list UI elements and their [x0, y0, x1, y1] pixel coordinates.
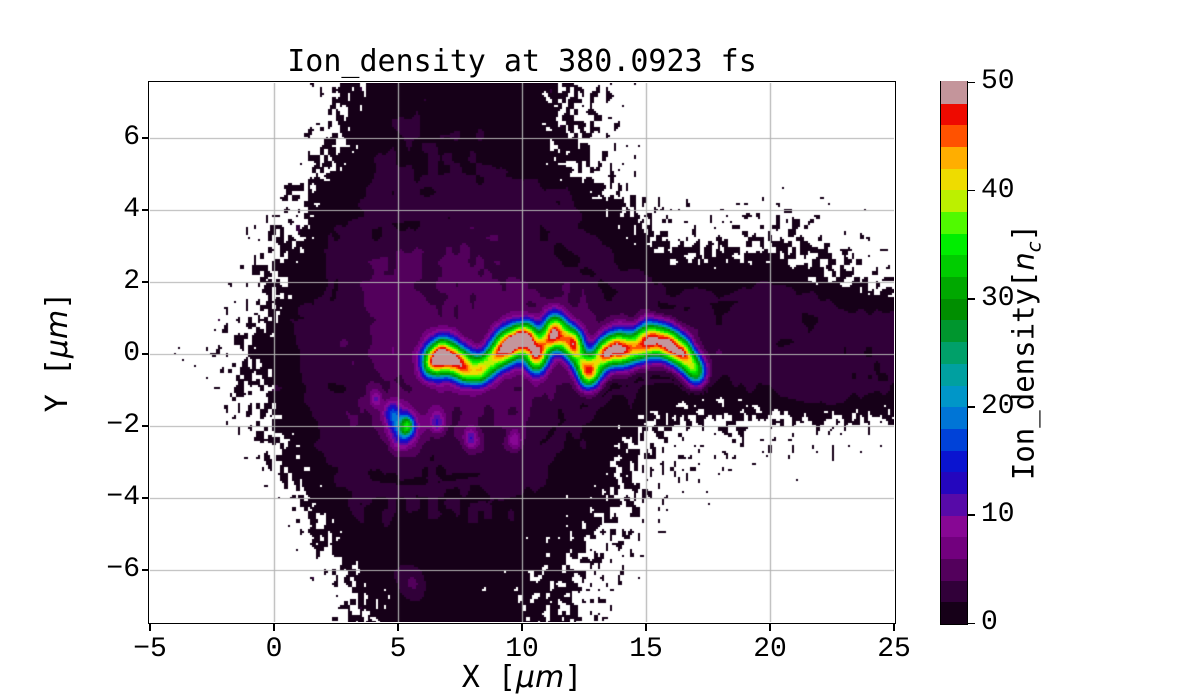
colorbar-label-close: ] — [1006, 223, 1041, 242]
colorbar-tick-label: 50 — [981, 66, 1015, 98]
colorbar-band — [941, 276, 967, 299]
colorbar — [940, 80, 968, 625]
colorbar-tick-mark — [968, 406, 975, 408]
colorbar-band — [941, 167, 967, 191]
colorbar-label-var: n — [1006, 252, 1041, 271]
x-tick-label: 0 — [265, 634, 283, 665]
y-tick-label: −2 — [106, 409, 140, 441]
colorbar-band — [941, 514, 967, 538]
colorbar-tick-mark — [968, 622, 975, 625]
colorbar-band — [941, 319, 967, 343]
x-tick-label: 10 — [505, 634, 539, 665]
y-tick-mark — [142, 425, 149, 427]
colorbar-tick-mark — [968, 81, 975, 84]
colorbar-tick-label: 40 — [981, 174, 1015, 206]
x-tick-label: 15 — [629, 634, 663, 665]
x-axis-unit: μm — [515, 660, 565, 695]
colorbar-band — [941, 124, 967, 148]
x-axis-label-close: ] — [564, 660, 583, 695]
colorbar-tick-label: 10 — [981, 499, 1015, 531]
x-tick-label: −5 — [133, 634, 167, 665]
colorbar-band — [941, 536, 967, 559]
y-tick-mark — [142, 137, 149, 139]
colorbar-tick-label: 30 — [981, 282, 1015, 314]
x-tick-mark — [769, 624, 771, 631]
colorbar-band — [941, 601, 967, 624]
colorbar-band — [941, 579, 967, 603]
x-tick-mark — [149, 624, 151, 631]
colorbar-band — [941, 297, 967, 321]
colorbar-label-sub: c — [1022, 241, 1046, 253]
heatmap-canvas — [150, 83, 894, 622]
y-tick-mark — [142, 353, 149, 355]
colorbar-tick-mark — [968, 298, 975, 300]
x-tick-mark — [893, 624, 895, 631]
y-axis-label-close: ] — [40, 291, 75, 310]
x-tick-mark — [521, 624, 523, 631]
x-axis-label-text: X [ — [461, 660, 516, 695]
y-tick-label: 6 — [123, 122, 140, 154]
colorbar-band — [941, 254, 967, 278]
colorbar-band — [941, 341, 967, 364]
colorbar-band — [941, 80, 967, 104]
colorbar-band — [941, 232, 967, 256]
x-tick-mark — [273, 624, 275, 631]
chart-title: Ion_density at 380.0923 fs — [287, 44, 757, 79]
colorbar-tick-mark — [968, 514, 975, 516]
x-tick-label: 5 — [389, 634, 407, 665]
colorbar-band — [941, 102, 967, 126]
y-tick-label: −6 — [106, 553, 140, 585]
x-tick-label: 25 — [877, 634, 911, 665]
y-tick-label: 2 — [123, 265, 140, 297]
colorbar-label: Ion_density[nc] — [1006, 223, 1046, 480]
y-axis-label-text: Y [ — [40, 358, 75, 413]
colorbar-band — [941, 384, 967, 408]
y-tick-mark — [142, 281, 149, 283]
colorbar-band — [941, 492, 967, 516]
y-tick-label: 4 — [123, 194, 140, 225]
colorbar-tick-mark — [968, 189, 975, 192]
colorbar-band — [941, 211, 967, 234]
y-tick-mark — [142, 569, 149, 571]
y-tick-mark — [142, 497, 149, 499]
plot-area — [148, 81, 896, 624]
x-axis-label: X [μm] — [462, 663, 583, 693]
x-tick-mark — [397, 624, 399, 631]
colorbar-tick-label: 0 — [981, 607, 998, 639]
y-axis-unit: μm — [40, 309, 75, 359]
y-tick-label: −4 — [106, 481, 140, 513]
x-tick-mark — [645, 624, 647, 631]
colorbar-tick-label: 20 — [981, 391, 1015, 422]
y-tick-mark — [142, 209, 149, 211]
colorbar-band — [941, 471, 967, 494]
y-axis-label: Y [μm] — [40, 291, 75, 413]
colorbar-band — [941, 189, 967, 213]
x-tick-label: 20 — [753, 634, 787, 665]
colorbar-band — [941, 449, 967, 473]
colorbar-band — [941, 145, 967, 169]
colorbar-band — [941, 557, 967, 581]
colorbar-band — [941, 406, 967, 429]
colorbar-band — [941, 362, 967, 386]
colorbar-band — [941, 427, 967, 451]
y-tick-label: 0 — [123, 337, 140, 369]
